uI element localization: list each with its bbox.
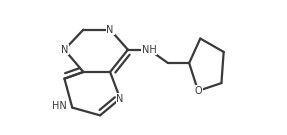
Text: NH: NH <box>142 45 156 55</box>
Text: HN: HN <box>52 102 67 112</box>
Text: O: O <box>194 86 202 96</box>
Text: N: N <box>117 94 124 104</box>
Text: N: N <box>106 25 114 35</box>
Text: N: N <box>61 45 68 55</box>
